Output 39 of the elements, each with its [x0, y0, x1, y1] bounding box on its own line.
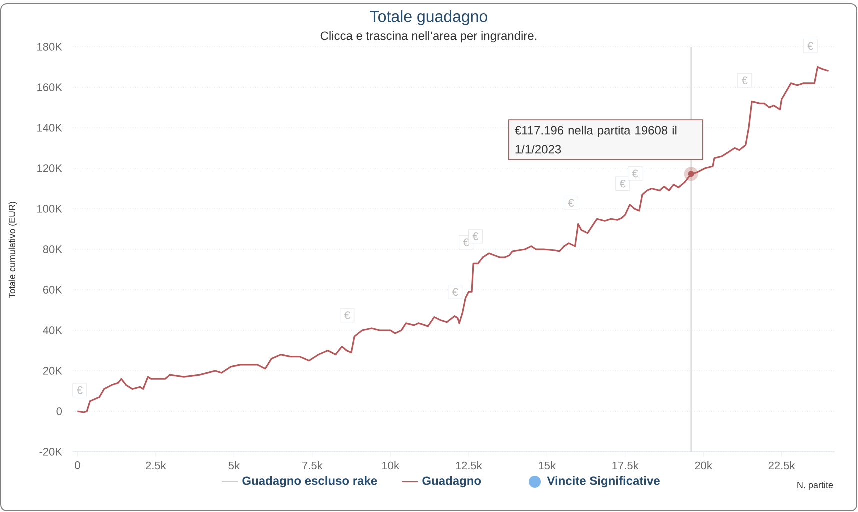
chart-title: Totale guadagno — [370, 10, 488, 26]
chart-subtitle: Clicca e trascina nell’area per ingrandire. — [320, 31, 537, 43]
y-tick-label: 60K — [43, 286, 62, 294]
annotation: € — [344, 312, 350, 320]
x-tick-label: 7.5k — [302, 462, 323, 470]
x-tick-label: 2.5k — [146, 462, 166, 470]
y-axis-title: Totale cumulativo (EUR) — [8, 202, 18, 298]
y-tick-label: 180K — [38, 43, 62, 51]
x-tick-label: 15k — [539, 462, 556, 470]
annotation: € — [568, 199, 574, 207]
annotation: € — [452, 288, 458, 296]
x-axis-title: N. partite — [798, 482, 834, 490]
annotation: €117.196 nella partita 19608 il 1/1/2023 — [515, 126, 677, 154]
y-tick-label: 80K — [43, 246, 62, 254]
x-tick-label: 12.5k — [456, 462, 482, 470]
x-tick-label: 17.5k — [612, 462, 639, 470]
annotation: € — [620, 180, 626, 188]
x-tick-label: 22.5k — [768, 462, 796, 470]
y-tick-label: 160K — [38, 84, 62, 92]
x-tick-label: 0 — [75, 462, 80, 470]
y-tick-label: 100K — [38, 205, 62, 213]
annotation: € — [472, 232, 479, 240]
legend-label: Guadagno — [422, 476, 482, 488]
y-tick-label: 140K — [38, 124, 62, 132]
legend-label: Guadagno escluso rake — [242, 476, 378, 488]
legend-label: Vincite Significative — [547, 476, 660, 488]
y-tick-label: 0 — [56, 408, 62, 416]
annotation: € — [76, 386, 83, 394]
y-tick-label: 120K — [38, 164, 62, 172]
annotation: € — [632, 170, 638, 178]
x-tick-label: 10k — [382, 462, 400, 470]
x-tick-label: 5k — [228, 462, 240, 470]
x-tick-label: 20k — [695, 462, 712, 470]
annotation: € — [808, 42, 814, 50]
y-tick-label: -20K — [40, 448, 62, 456]
annotation: € — [742, 76, 748, 84]
y-tick-label: 20K — [43, 367, 62, 375]
y-tick-label: 40K — [43, 326, 62, 334]
annotation: € — [463, 238, 470, 246]
